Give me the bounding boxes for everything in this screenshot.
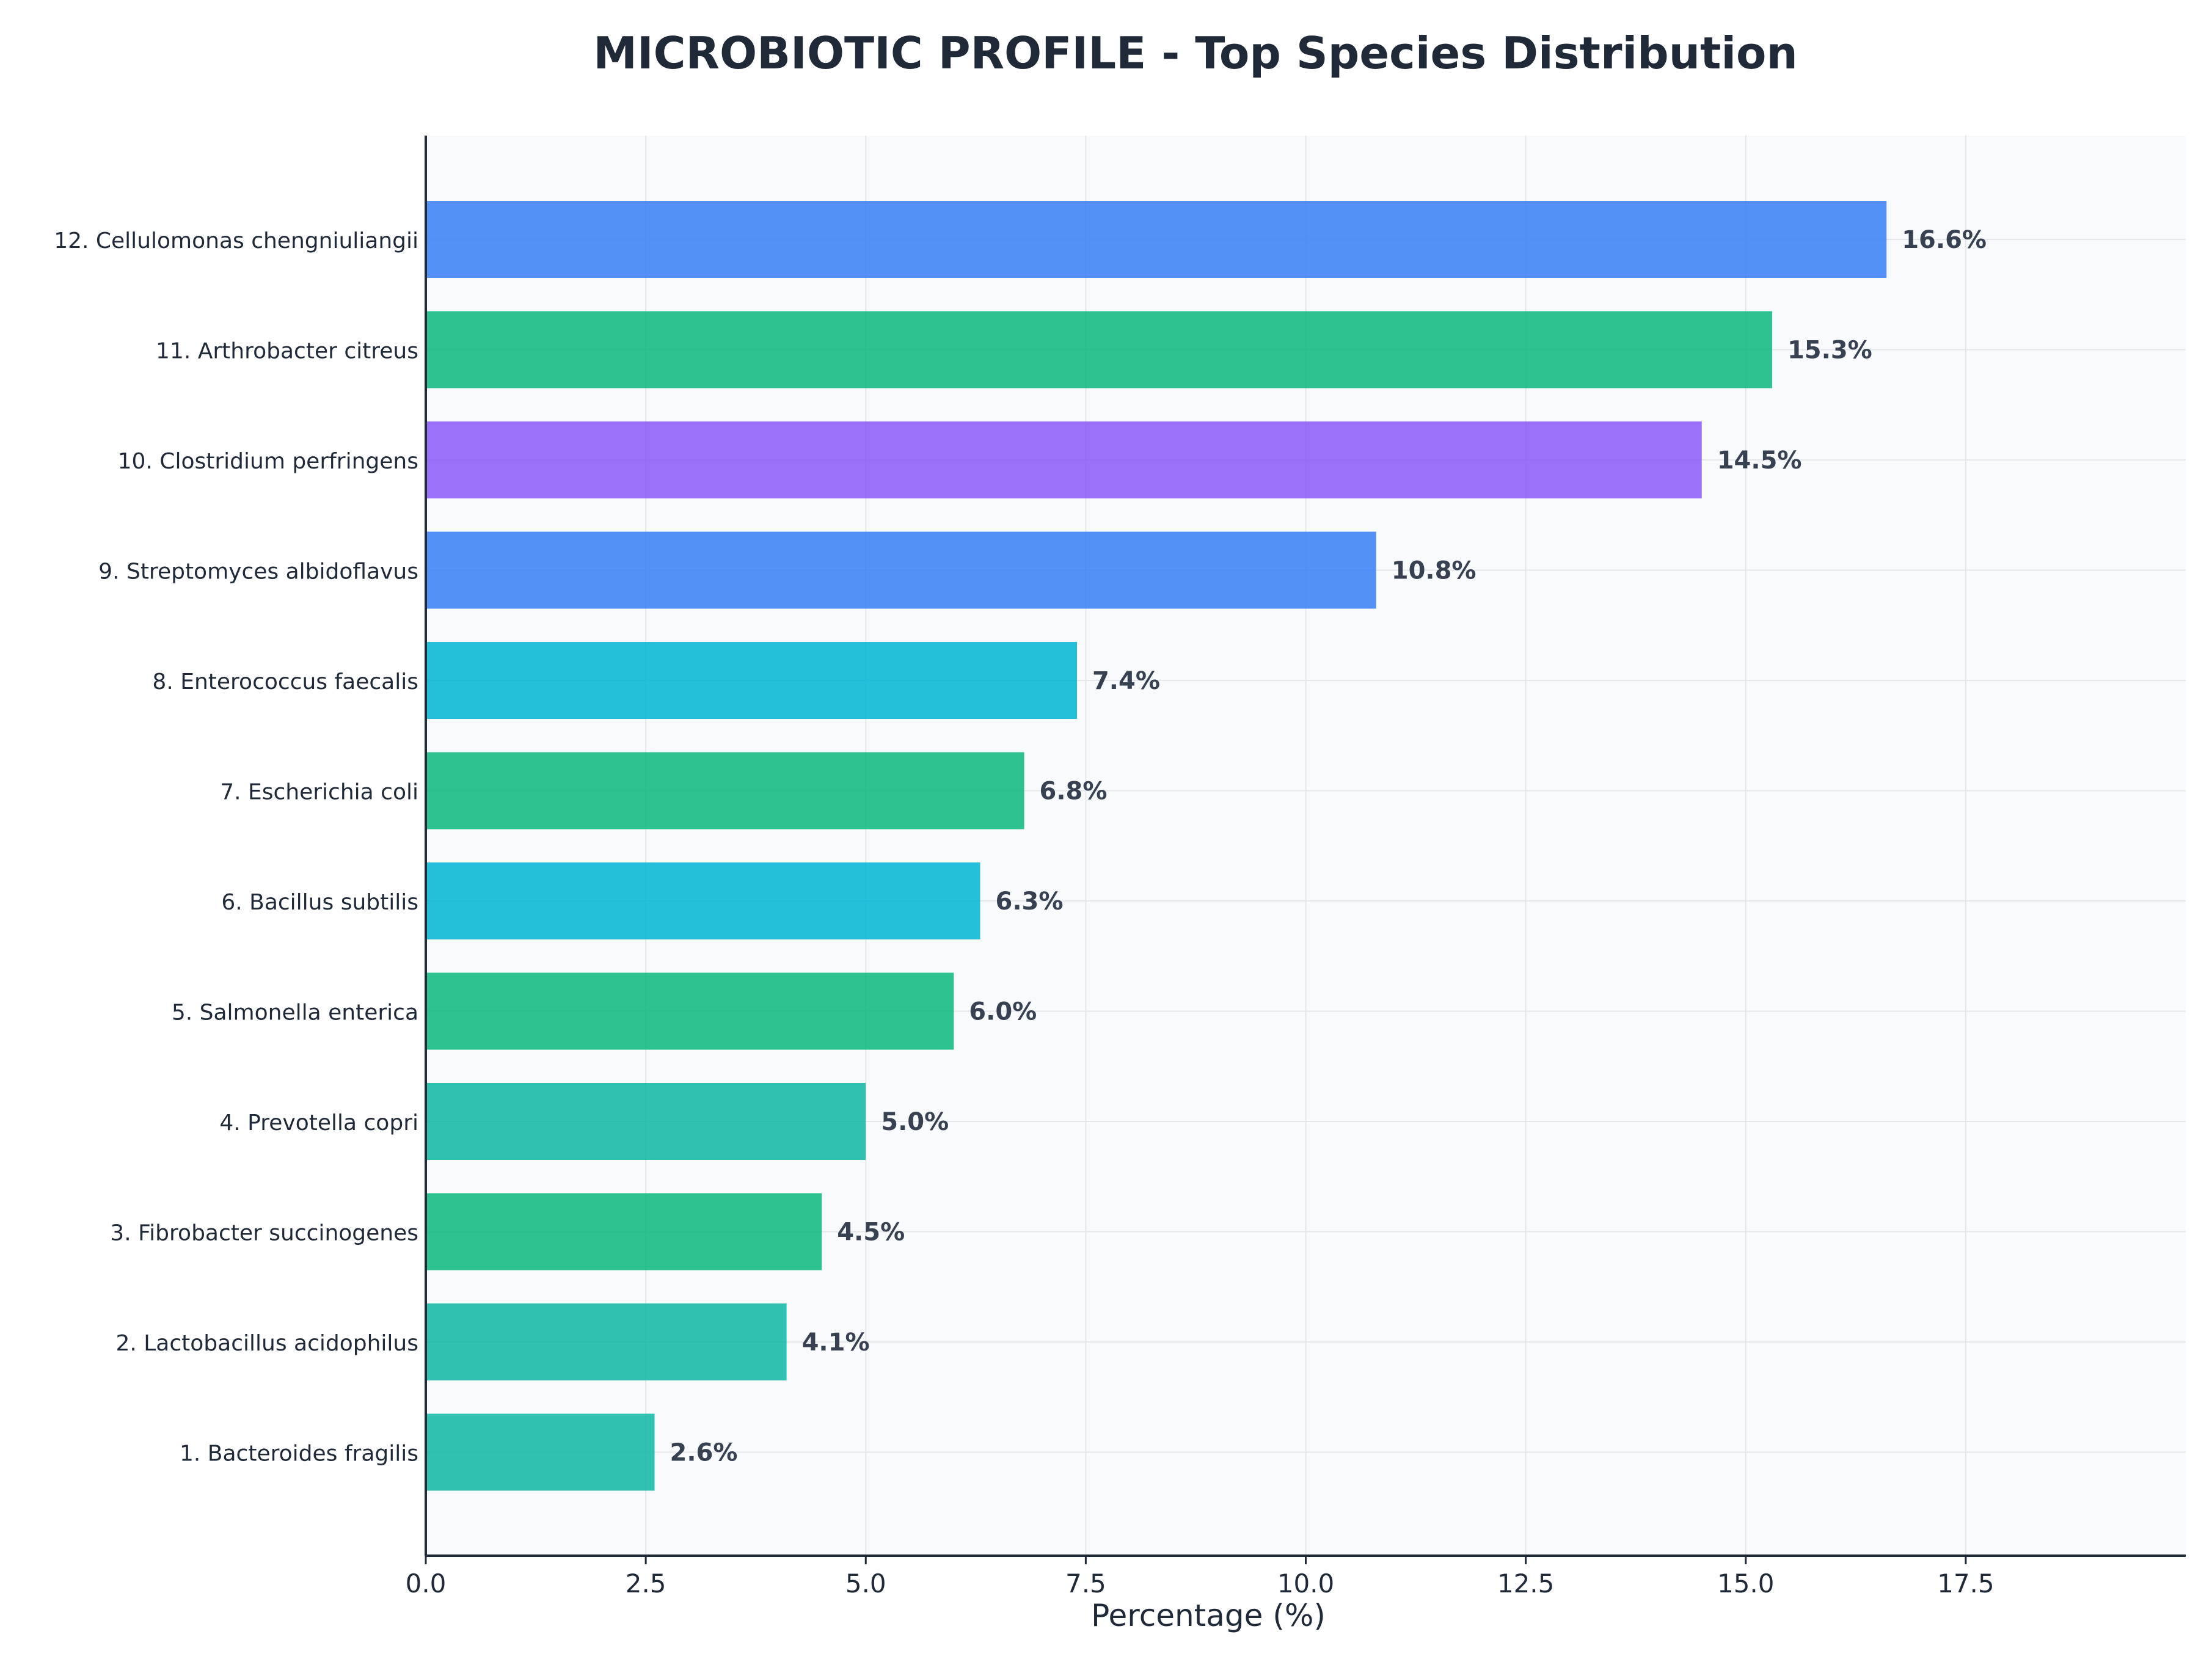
bar (426, 972, 954, 1050)
value-label: 6.8% (1040, 778, 1108, 806)
bar (426, 201, 1887, 278)
x-tick-label: 7.5 (1065, 1569, 1106, 1598)
bar (426, 1413, 655, 1491)
bar (426, 1193, 822, 1270)
value-label: 15.3% (1787, 337, 1872, 365)
bar (426, 531, 1376, 609)
x-axis-label: Percentage (%) (1091, 1598, 1326, 1633)
value-label: 7.4% (1092, 667, 1160, 695)
x-tick-label: 2.5 (626, 1569, 666, 1598)
category-label: 11. Arthrobacter citreus (156, 339, 418, 364)
category-label: 2. Lactobacillus acidophilus (115, 1331, 418, 1356)
bar (426, 421, 1702, 498)
value-label: 16.6% (1902, 226, 1987, 254)
value-label: 2.6% (670, 1439, 738, 1467)
category-label: 9. Streptomyces albidoflavus (98, 559, 418, 585)
value-label: 10.8% (1392, 557, 1476, 585)
axes: 12. Cellulomonas chengniuliangii 11. Arth… (54, 136, 2186, 1598)
bars: 16.6% 15.3% 14.5% 10.8% 7.4% 6.8% 6.3% 6.0% 5.0%… (426, 201, 1987, 1491)
chart-title: MICROBIOTIC PROFILE - Top Species Distri… (593, 27, 1798, 79)
x-tick-label: 10.0 (1277, 1569, 1335, 1598)
value-label: 4.1% (802, 1329, 870, 1357)
bar (426, 1083, 866, 1160)
value-label: 14.5% (1717, 446, 1802, 475)
category-label: 7. Escherichia coli (220, 780, 418, 805)
category-label: 8. Enterococcus faecalis (152, 669, 418, 694)
x-tick-label: 17.5 (1937, 1569, 1995, 1598)
category-label: 10. Clostridium perfringens (118, 449, 418, 474)
category-label: 5. Salmonella enterica (172, 1000, 418, 1026)
category-label: 4. Prevotella copri (219, 1110, 418, 1135)
bar (426, 311, 1772, 388)
bar (426, 642, 1077, 719)
x-tick-label: 5.0 (845, 1569, 886, 1598)
value-label: 5.0% (881, 1108, 949, 1136)
value-label: 6.3% (996, 887, 1064, 916)
bar (426, 862, 980, 939)
category-label: 6. Bacillus subtilis (221, 890, 418, 915)
x-tick-label: 15.0 (1717, 1569, 1775, 1598)
x-tick-label: 12.5 (1497, 1569, 1555, 1598)
category-label: 12. Cellulomonas chengniuliangii (54, 228, 418, 253)
x-tick-label: 0.0 (406, 1569, 447, 1598)
value-label: 6.0% (969, 998, 1037, 1026)
bar (426, 752, 1024, 829)
category-label: 3. Fibrobacter succinogenes (110, 1221, 418, 1246)
bar (426, 1303, 787, 1380)
category-label: 1. Bacteroides fragilis (180, 1441, 418, 1467)
value-label: 4.5% (837, 1219, 905, 1247)
